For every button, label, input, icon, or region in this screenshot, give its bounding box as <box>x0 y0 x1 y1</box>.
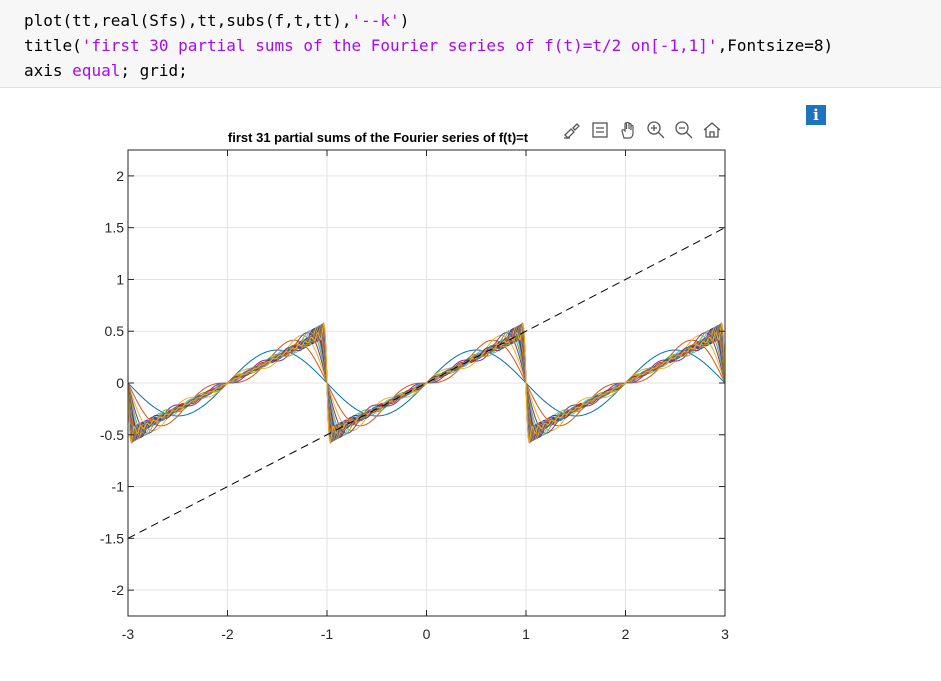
zoom-out-icon[interactable] <box>672 118 696 142</box>
code-string: 'first 30 partial sums of the Fourier se… <box>81 36 718 55</box>
x-tick-label: 2 <box>622 626 630 642</box>
code-cell[interactable]: plot(tt,real(Sfs),tt,subs(f,t,tt),'--k')… <box>0 0 941 88</box>
x-tick-label: -2 <box>221 626 234 642</box>
x-tick-label: 3 <box>721 626 729 642</box>
code-line-axis: axis equal; grid; <box>24 58 941 83</box>
partial-sum-line <box>128 322 725 444</box>
code-line-plot: plot(tt,real(Sfs),tt,subs(f,t,tt),'--k') <box>24 8 941 33</box>
code-text: axis <box>24 61 73 80</box>
x-tick-label: 0 <box>423 626 431 642</box>
y-tick-label: -2 <box>112 582 125 598</box>
code-text: ; grid; <box>120 61 188 80</box>
reference-line <box>128 227 725 539</box>
info-button[interactable]: i <box>806 105 826 125</box>
datatip-icon[interactable] <box>588 118 612 142</box>
y-tick-label: 1 <box>116 271 124 287</box>
zoom-in-icon[interactable] <box>644 118 668 142</box>
chart-title: first 31 partial sums of the Fourier ser… <box>228 130 529 145</box>
ticks: -3 -2 -1 0 1 2 3 2 1.5 1 0.5 0 -0.5 -1 -1.5 -2 <box>100 150 729 642</box>
code-string: '--k' <box>351 11 400 30</box>
y-tick-label: 2 <box>116 168 124 184</box>
x-tick-label: 1 <box>522 626 530 642</box>
code-text: title( <box>24 36 82 55</box>
y-tick-label: -1.5 <box>100 530 124 546</box>
x-tick-label: -3 <box>122 626 135 642</box>
y-tick-label: 0 <box>116 375 124 391</box>
code-string: equal <box>72 61 121 80</box>
y-tick-label: 1.5 <box>105 220 125 236</box>
y-tick-label: 0.5 <box>105 323 125 339</box>
pan-icon[interactable] <box>616 118 640 142</box>
brush-icon[interactable] <box>560 118 584 142</box>
home-icon[interactable] <box>700 118 724 142</box>
x-tick-label: -1 <box>321 626 334 642</box>
y-tick-label: -0.5 <box>100 427 124 443</box>
code-text: plot(tt,real(Sfs),tt,subs(f,t,tt), <box>24 11 352 30</box>
code-line-title: title('first 30 partial sums of the Four… <box>24 33 941 58</box>
y-tick-label: -1 <box>112 479 125 495</box>
code-text: ,Fontsize=8) <box>717 36 834 55</box>
code-text: ) <box>399 11 410 30</box>
axes-toolbar <box>560 116 724 144</box>
plot-lines <box>128 227 725 539</box>
